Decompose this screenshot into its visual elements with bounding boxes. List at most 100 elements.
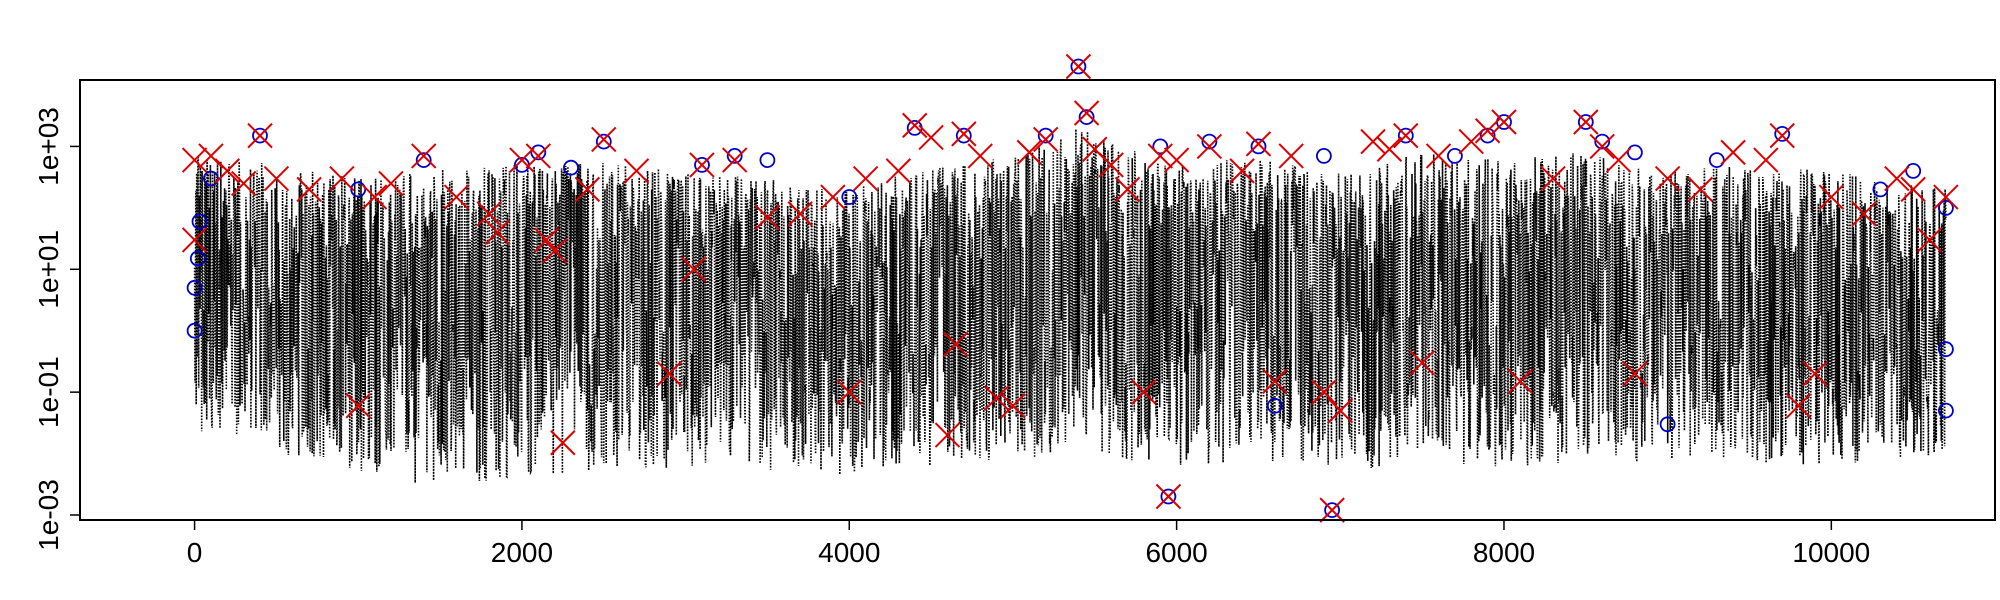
cross-marker-stroke-b <box>1900 176 1926 203</box>
cross-marker <box>1245 131 1272 157</box>
cross-marker-stroke-b <box>656 360 682 387</box>
y-tick-label: 1e+03 <box>33 107 64 186</box>
cross-marker-stroke-b <box>1425 143 1452 169</box>
cross-marker <box>951 121 977 147</box>
circle-marker <box>1160 488 1177 505</box>
cross-marker <box>983 385 1010 411</box>
cross-marker-stroke-b <box>1229 158 1255 184</box>
cross-marker <box>1000 393 1026 419</box>
cross-marker-stroke-b <box>1818 184 1845 210</box>
circle-marker <box>1774 125 1791 142</box>
cross-marker-stroke-b <box>951 121 977 147</box>
cross-marker-stroke-b <box>181 227 208 253</box>
cross-marker <box>181 147 208 173</box>
cross-marker <box>1393 122 1419 149</box>
cross-marker <box>1319 497 1345 523</box>
cross-marker-stroke-b <box>1163 147 1190 173</box>
cross-marker <box>852 165 879 192</box>
x-axis: 0 2000 4000 6000 8000 10000 <box>187 520 1870 568</box>
cross-marker-stroke-b <box>934 422 961 448</box>
cross-marker-stroke-b <box>1073 100 1100 126</box>
series-line <box>193 129 1947 483</box>
cross-marker <box>484 219 511 246</box>
cross-marker <box>1114 176 1141 203</box>
cross-marker <box>1573 109 1599 135</box>
circle-marker <box>186 322 203 339</box>
cross-marker-stroke-b <box>1605 147 1632 173</box>
cross-marker <box>1622 360 1648 387</box>
cross-marker-stroke-b <box>1458 128 1484 155</box>
cross-marker <box>681 256 707 282</box>
cross-marker <box>1900 176 1926 203</box>
cross-marker-stroke-b <box>345 393 371 419</box>
cross-marker-stroke-b <box>1474 118 1501 144</box>
cross-marker <box>476 201 502 227</box>
cross-marker <box>656 360 682 387</box>
circle-marker <box>1938 341 1954 358</box>
cross-marker <box>1687 176 1714 203</box>
circle-marker <box>1070 58 1087 75</box>
cross-marker <box>550 430 576 456</box>
cross-marker <box>263 165 290 192</box>
cross-marker-stroke-b <box>329 165 355 192</box>
cross-marker-stroke-b <box>263 165 290 192</box>
cross-marker-stroke-b <box>1278 143 1304 169</box>
cross-marker <box>967 143 993 169</box>
cross-marker-stroke-b <box>484 219 511 246</box>
y-tick-label: 1e-01 <box>33 356 64 428</box>
cross-marker <box>574 176 601 203</box>
cross-marker-stroke-b <box>1032 126 1059 153</box>
cross-marker <box>1851 201 1877 227</box>
cross-marker <box>1065 53 1092 80</box>
cross-marker-stroke-b <box>1114 176 1141 203</box>
cross-marker-stroke-b <box>902 112 928 139</box>
circle-marker <box>563 159 579 176</box>
cross-marker-stroke-b <box>836 379 862 405</box>
cross-marker-stroke-b <box>1884 165 1910 192</box>
cross-marker <box>1147 143 1173 169</box>
cross-marker <box>1311 379 1337 405</box>
cross-marker-stroke-b <box>1262 368 1288 395</box>
y-axis: 1e-03 1e-01 1e+01 1e+03 <box>33 107 80 551</box>
cross-marker-stroke-b <box>214 158 241 184</box>
cross-marker-stroke-b <box>918 124 944 151</box>
cross-marker-stroke-b <box>1622 360 1648 387</box>
circle-marker <box>726 147 743 164</box>
cross-marker-stroke-b <box>681 256 707 282</box>
cross-marker <box>1753 147 1779 173</box>
circle-marker <box>415 152 432 169</box>
cross-marker <box>525 143 551 169</box>
cross-marker <box>918 124 944 151</box>
x-tick-label: 8000 <box>1473 537 1535 568</box>
circle-marker <box>191 213 208 230</box>
cross-marker-stroke-b <box>1785 393 1812 419</box>
cross-marker-stroke-b <box>1409 350 1435 376</box>
circle-marker <box>595 133 612 150</box>
cross-marker-stroke-b <box>591 126 617 153</box>
cross-marker <box>509 147 535 173</box>
circle-marker <box>955 127 972 144</box>
plot-frame <box>79 79 1996 521</box>
cross-marker <box>1131 379 1157 405</box>
cross-marker <box>1032 126 1059 153</box>
circle-marker <box>1037 127 1054 144</box>
cross-marker <box>1785 393 1812 419</box>
cross-marker <box>1327 397 1354 424</box>
x-tick-label: 0 <box>187 537 203 568</box>
cross-marker-stroke-b <box>181 147 208 173</box>
cross-marker-stroke-b <box>1311 379 1337 405</box>
cross-marker <box>591 126 617 153</box>
cross-marker-stroke-b <box>623 158 650 184</box>
circle-marker <box>252 127 268 144</box>
cross-marker <box>689 152 715 178</box>
cross-marker <box>533 227 560 253</box>
cross-marker <box>623 158 650 184</box>
cross-marker-stroke-b <box>509 147 535 173</box>
cross-marker-stroke-b <box>967 143 993 169</box>
cross-marker <box>541 238 568 264</box>
cross-marker-stroke-b <box>787 201 813 227</box>
cross-marker <box>230 170 257 197</box>
cross-marker <box>942 331 969 358</box>
cross-marker-stroke-b <box>1065 53 1092 80</box>
